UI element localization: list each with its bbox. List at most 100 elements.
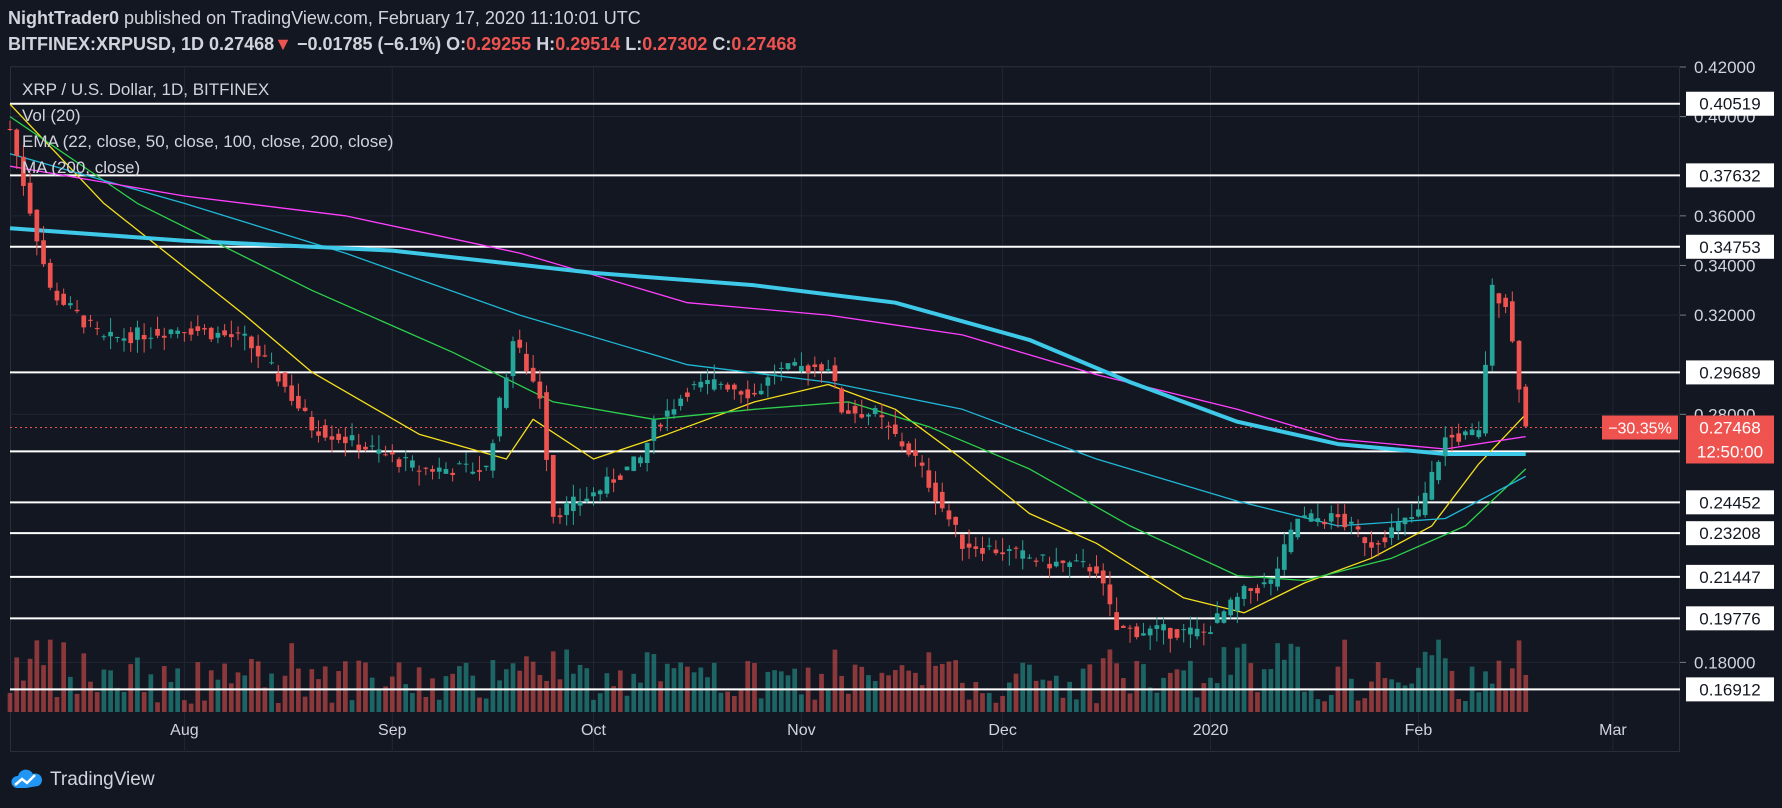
volume-bar — [604, 673, 610, 712]
candle-body — [1509, 301, 1515, 342]
volume-bar — [34, 640, 40, 712]
volume-bar — [631, 673, 637, 712]
volume-bar — [269, 673, 274, 712]
volume-bar — [1402, 685, 1408, 712]
volume-bar — [1107, 649, 1113, 712]
candle-body — [1416, 509, 1421, 517]
volume-bar — [255, 661, 261, 712]
candle-body — [1295, 518, 1301, 538]
candle-body — [155, 328, 160, 336]
candle-body — [135, 327, 140, 340]
volume-bar — [1114, 663, 1119, 712]
high-value: 0.29514 — [555, 34, 621, 54]
volume-bar — [825, 690, 831, 712]
volume-bar — [1496, 660, 1502, 712]
tradingview-branding[interactable]: TradingView — [10, 768, 155, 792]
candle-body — [457, 463, 462, 465]
candle-body — [389, 452, 395, 455]
volume-bar — [1422, 651, 1428, 712]
candle-body — [1120, 625, 1126, 628]
volume-bar — [1221, 647, 1227, 712]
candle-body — [510, 341, 516, 377]
volume-bar — [571, 673, 576, 712]
candle-body — [68, 303, 73, 306]
candle-body — [980, 547, 985, 554]
y-tick-label: 0.36000 — [1694, 207, 1755, 226]
candle-body — [302, 407, 308, 411]
volume-bar — [1074, 699, 1079, 712]
legend-title[interactable]: XRP / U.S. Dollar, 1D, BITFINEX — [22, 80, 270, 99]
volume-bar — [510, 663, 516, 712]
candle-body — [638, 457, 643, 464]
volume-bar — [1308, 688, 1314, 712]
legend-ema[interactable]: EMA (22, close, 50, close, 100, close, 2… — [22, 132, 394, 151]
candle-body — [913, 450, 918, 456]
volume-bar — [61, 642, 67, 712]
level-badge-label: 0.16912 — [1699, 680, 1760, 699]
candle-body — [1328, 513, 1334, 522]
volume-bar — [148, 674, 154, 712]
candle-body — [799, 365, 804, 372]
volume-bar — [1389, 679, 1394, 712]
volume-bar — [617, 670, 623, 712]
candle-body — [906, 443, 912, 455]
volume-bar — [1241, 643, 1247, 712]
candle-body — [1489, 284, 1495, 366]
volume-bar — [336, 671, 341, 712]
volume-bar — [309, 669, 315, 712]
volume-bar — [356, 660, 362, 712]
symbol-label[interactable]: BITFINEX:XRPUSD, 1D — [8, 34, 205, 54]
candle-body — [1060, 560, 1066, 564]
candle-body — [269, 362, 274, 364]
legend-ma[interactable]: MA (200, close) — [22, 158, 141, 177]
volume-bar — [524, 656, 529, 712]
volume-bar — [778, 671, 784, 712]
volume-bar — [410, 693, 415, 712]
candle-body — [108, 331, 113, 337]
volume-bar — [396, 662, 402, 712]
price-chart[interactable]: 0.420000.400000.360000.340000.320000.280… — [0, 0, 1782, 760]
candle-body — [215, 332, 221, 338]
candle-body — [859, 414, 865, 418]
volume-bar — [1208, 677, 1213, 712]
level-badge-label: 0.19776 — [1699, 609, 1760, 628]
candle-body — [1523, 386, 1529, 427]
candle-body — [195, 326, 201, 331]
volume-bar — [872, 681, 878, 712]
publish-info: NightTrader0 published on TradingView.co… — [8, 8, 641, 29]
volume-bar — [1429, 655, 1435, 712]
candle-body — [74, 309, 80, 312]
cloud-logo-icon — [11, 769, 42, 788]
candle-body — [986, 545, 992, 547]
volume-bar — [403, 684, 409, 712]
volume-bar — [470, 675, 476, 712]
candle-body — [376, 449, 382, 454]
candle-body — [403, 457, 409, 459]
candle-body — [182, 332, 187, 334]
volume-bar — [550, 651, 556, 712]
level-badge-label: 0.23208 — [1699, 524, 1760, 543]
candle-body — [738, 391, 744, 395]
close-value: 0.27468 — [731, 34, 797, 54]
brand-name: TradingView — [50, 769, 155, 790]
author-name[interactable]: NightTrader0 — [8, 8, 120, 28]
volume-bar — [21, 680, 26, 712]
volume-bar — [846, 693, 851, 712]
volume-bar — [772, 670, 777, 712]
level-badge — [1686, 490, 1774, 515]
volume-bar — [135, 657, 140, 712]
volume-bar — [1181, 670, 1187, 712]
candle-body — [1469, 429, 1475, 436]
candle-body — [114, 337, 120, 339]
volume-bar — [195, 662, 201, 712]
volume-bar — [463, 662, 469, 712]
high-label: H: — [536, 34, 556, 54]
candle-body — [1315, 518, 1321, 523]
legend-volume[interactable]: Vol (20) — [22, 106, 81, 125]
volume-bar — [892, 670, 898, 712]
volume-bar — [1134, 661, 1140, 712]
candle-body — [1335, 514, 1341, 518]
candle-body — [369, 445, 375, 447]
volume-bar — [1315, 699, 1321, 712]
candle-body — [296, 395, 301, 409]
